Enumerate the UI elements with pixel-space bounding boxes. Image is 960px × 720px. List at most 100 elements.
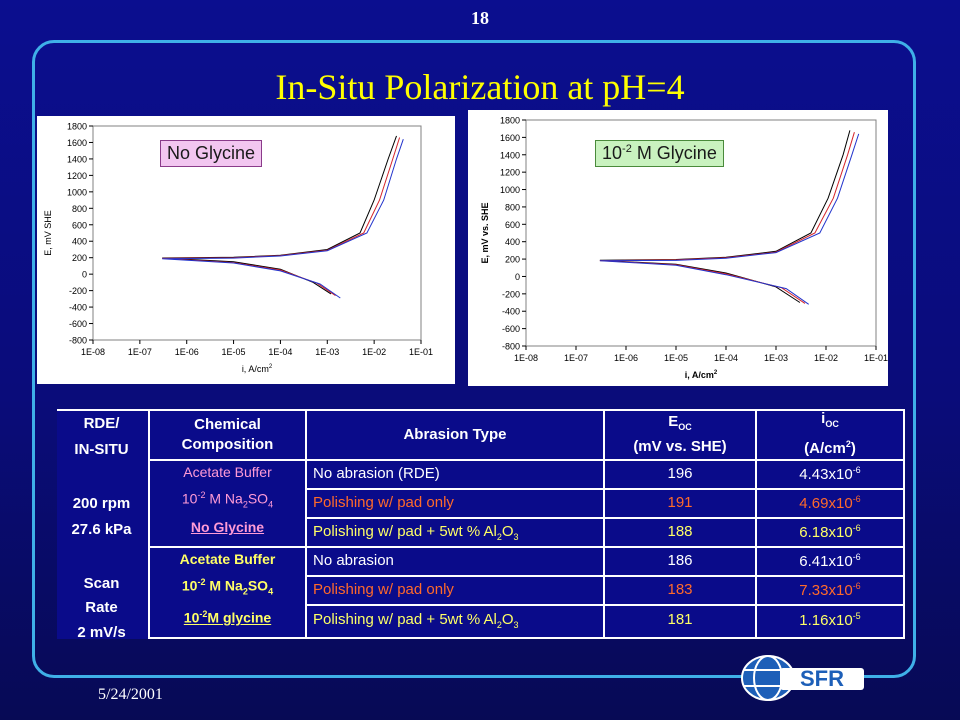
table-border-bottom [148, 637, 905, 639]
conditions-scan-rate-value: 2 mV/s [77, 624, 126, 637]
row2-ioc: 4.69x10-6 [757, 494, 903, 512]
sfr-logo-text: SFR [800, 666, 844, 691]
row5-ioc-base: 7.33x10 [799, 582, 853, 599]
header-ioc-main: i [821, 410, 826, 427]
chem-group1-salt-sub1: 2 [242, 499, 248, 510]
chem-group2-salt: 10-2 M Na2SO4 [150, 571, 305, 603]
row5-ioc: 7.33x10-6 [757, 581, 903, 599]
table-row-divider-4 [305, 575, 905, 577]
chart1-xtick-label: 1E-08 [81, 347, 105, 357]
chem-group-no-glycine: Acetate Buffer 10-2 M Na2SO4 No Glycine [150, 461, 305, 539]
chem-group1-buffer: Acetate Buffer [183, 464, 272, 480]
chart2-xtick-label: 1E-04 [714, 353, 738, 363]
header-chemical-composition: Chemical Composition [150, 411, 305, 459]
chart2-xlabel: i, A/cm2 [685, 370, 718, 380]
chart-glycine: 1800 1600 1400 1200 1000 800 600 400 200 0 -200 -40… [468, 110, 888, 386]
chart2-ytick-label: 1000 [500, 185, 520, 195]
results-table: RDE/ IN-SITU Chemical Composition Abrasi… [55, 409, 907, 641]
header-eoc-line2: (mV vs. SHE) [633, 437, 727, 455]
chem-group1-salt: 10-2 M Na2SO4 [150, 484, 305, 516]
chart1-xtick-label: 1E-04 [268, 347, 292, 357]
chem-group1-salt-b: M Na [205, 490, 243, 507]
chem-group2-salt-sub1: 2 [242, 586, 248, 597]
row1-ioc-base: 4.43x10 [799, 466, 853, 483]
table-border-right [903, 409, 905, 639]
row2-abrasion: Polishing w/ pad only [313, 494, 454, 511]
chart-glycine-label: 10-2 M Glycine [595, 140, 724, 167]
slide-frame [32, 40, 916, 678]
chem-group1-glycine: No Glycine [190, 519, 265, 536]
row4-ioc-base: 6.41x10 [799, 553, 853, 570]
table-col-divider-2 [305, 409, 307, 639]
chem-group2-salt-a: 10 [181, 577, 198, 594]
table-col-divider-1 [148, 409, 150, 639]
chart1-ytick-label: -200 [69, 286, 87, 296]
row2-abrasion-text: Polishing w/ pad only [313, 494, 454, 511]
row6-eoc: 181 [667, 611, 693, 628]
row3-ioc-base: 6.18x10 [799, 524, 853, 541]
chart-glycine-label-base: 10 [602, 143, 623, 163]
chem-group-glycine: Acetate Buffer 10-2 M Na2SO4 10-2M glyci… [150, 548, 305, 630]
chart2-series-3-line [599, 133, 860, 305]
chart1-ytick-label: 1000 [67, 187, 87, 197]
chem-group1-salt-sub2: 4 [268, 499, 274, 510]
row3-ioc: 6.18x10-6 [757, 523, 903, 541]
chart1-xtick-label: 1E-02 [362, 347, 386, 357]
header-abrasion-type: Abrasion Type [307, 411, 603, 459]
chem-group2-buffer: Acetate Buffer [179, 551, 276, 567]
chart2-xtick-label: 1E-08 [514, 353, 538, 363]
table-row-divider-1 [305, 488, 905, 490]
table-border-top [148, 409, 905, 411]
chart2-ytick-label: -800 [502, 342, 520, 352]
row6-ioc-base: 1.16x10 [799, 612, 853, 629]
chart1-xlabel: i, A/cm2 [242, 364, 273, 374]
chem-group1-salt-sup: -2 [197, 490, 206, 500]
chart-glycine-label-sup: -2 [622, 143, 632, 155]
chart-no-glycine-label-text: No Glycine [167, 143, 256, 163]
chart1-series-3-line [162, 139, 404, 299]
chart2-ytick-label: 200 [505, 255, 520, 265]
chart2-xtick-label: 1E-06 [614, 353, 638, 363]
chart1-xtick-label: 1E-07 [128, 347, 152, 357]
row2-eoc: 191 [667, 494, 693, 511]
row1-abrasion: No abrasion (RDE) [313, 465, 440, 482]
header-ioc-unit-b: ) [850, 440, 856, 457]
row4-ioc: 6.41x10-6 [757, 552, 903, 570]
chart2-xtick-label: 1E-07 [564, 353, 588, 363]
table-row-divider-5 [305, 604, 905, 606]
chart1-ytick-label: 800 [72, 204, 87, 214]
chart-glycine-label-rest: M Glycine [631, 143, 717, 163]
header-eoc-sub: OC [678, 421, 692, 432]
table-col-divider-3 [603, 409, 605, 639]
chart1-xlabel-sup: 2 [269, 364, 273, 370]
chart2-xtick-label: 1E-03 [764, 353, 788, 363]
conditions-pressure: 27.6 kPa [71, 521, 132, 538]
chem-group2-glycine-a: 10 [183, 610, 200, 627]
row4-ioc-exp: -6 [852, 552, 861, 562]
row3-abrasion-text: Polishing w/ pad + 5wt % Al [313, 523, 497, 540]
header-eoc-line1: EOC [668, 412, 692, 437]
row2-ioc-base: 4.69x10 [799, 495, 853, 512]
row5-eoc: 183 [667, 581, 693, 598]
table-col-divider-4 [755, 409, 757, 639]
chart2-ytick-label: 400 [505, 237, 520, 247]
chart2-ytick-label: 1200 [500, 168, 520, 178]
row6-abrasion-sub2: 3 [513, 620, 519, 630]
chart2-ytick-label: 1800 [500, 116, 520, 126]
conditions-scan: Scan [83, 575, 120, 592]
header-chem-line2: Composition [181, 436, 274, 453]
chart2-ytick-label: 800 [505, 202, 520, 212]
row1-ioc-exp: -6 [852, 465, 861, 475]
chart2-ytick-label: 600 [505, 220, 520, 230]
row5-abrasion-text: Polishing w/ pad only [313, 581, 454, 598]
header-eoc-main: E [668, 412, 679, 430]
row3-abrasion: Polishing w/ pad + 5wt % Al2O3 [313, 523, 519, 542]
row6-abrasion-sub: 2 [496, 620, 502, 630]
row1-abrasion-text: No abrasion (RDE) [313, 465, 440, 482]
sfr-logo: SFR [738, 650, 868, 706]
conditions-rpm: 200 rpm [72, 495, 131, 512]
chart1-ytick-label: -800 [69, 336, 87, 346]
row2-ioc-exp: -6 [852, 494, 861, 504]
chart2-ytick-label: -200 [502, 289, 520, 299]
row4-abrasion: No abrasion [313, 552, 394, 569]
